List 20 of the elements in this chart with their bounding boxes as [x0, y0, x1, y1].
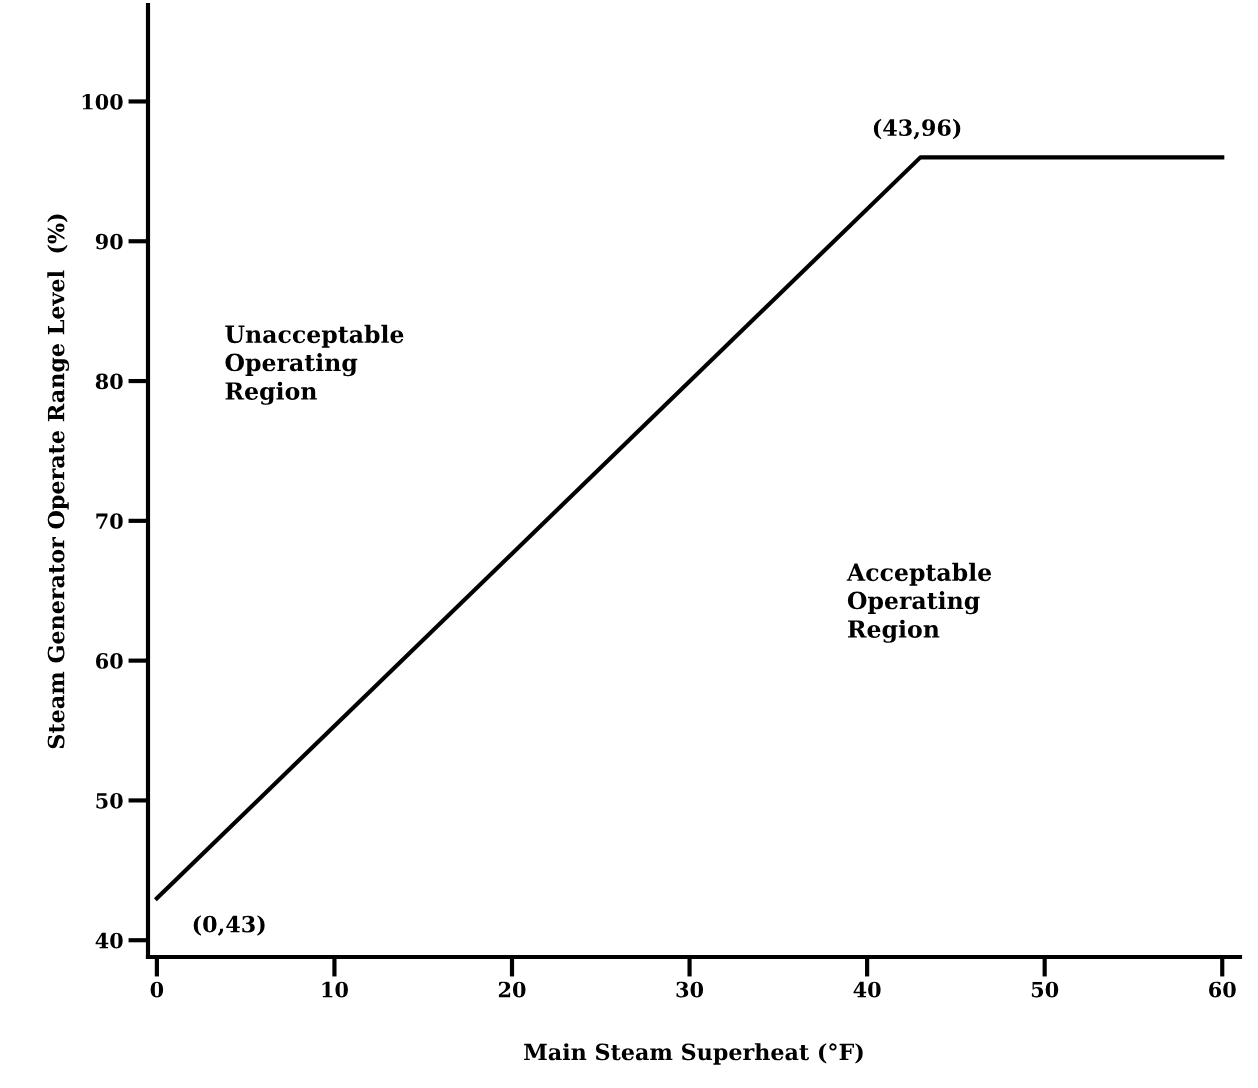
- annotation: Acceptable Operating Region: [846, 562, 992, 643]
- y-axis-title: Steam Generator Operate Range Level (%): [47, 214, 70, 749]
- x-tick-label: 60: [1209, 981, 1236, 998]
- y-tick-label: 80: [95, 373, 123, 390]
- x-tick-label: 40: [853, 981, 881, 998]
- y-tick-label: 40: [95, 932, 123, 949]
- annotation: (0,43): [193, 915, 265, 936]
- x-tick-label: 0: [150, 981, 164, 998]
- x-tick-label: 10: [322, 981, 348, 998]
- y-tick-label: 100: [82, 93, 123, 110]
- y-tick-label: 70: [96, 513, 123, 530]
- x-tick-label: 20: [498, 981, 526, 998]
- x-tick-label: 30: [676, 981, 704, 998]
- x-axis-title: Main Steam Superheat (°F): [524, 1043, 863, 1065]
- y-tick-label: 50: [96, 792, 123, 809]
- annotation: (43,96): [873, 118, 961, 140]
- y-tick-label: 90: [95, 233, 123, 250]
- x-tick-label: 50: [1031, 981, 1059, 998]
- annotation: Unacceptable Operating Region: [225, 324, 404, 405]
- y-tick-label: 60: [96, 653, 123, 669]
